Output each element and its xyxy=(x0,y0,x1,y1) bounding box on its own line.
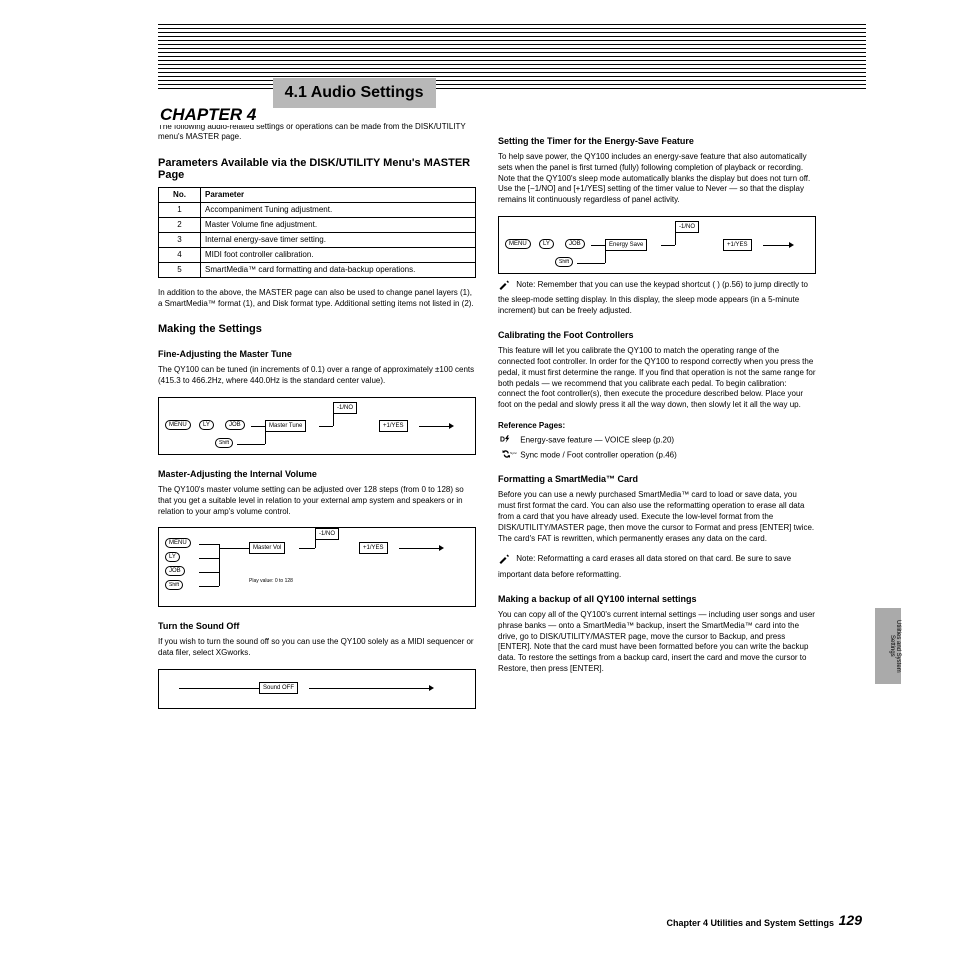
table-row: 3Internal energy-save timer setting. xyxy=(159,232,476,247)
table-row: 4MIDI foot controller calibration. xyxy=(159,247,476,262)
table-row: No.Parameter xyxy=(159,187,476,202)
pencil-icon xyxy=(498,554,510,569)
header-rule-lines xyxy=(158,24,866,90)
table-row: 1Accompaniment Tuning adjustment. xyxy=(159,202,476,217)
reference-text: Sync mode / Foot controller operation (p… xyxy=(520,451,677,460)
svg-text:Sync: Sync xyxy=(510,451,517,455)
note-block: Note: Reformatting a card erases all dat… xyxy=(498,554,816,580)
parameter-table: No.Parameter 1Accompaniment Tuning adjus… xyxy=(158,187,476,278)
pencil-icon xyxy=(498,280,510,295)
col-no: No. xyxy=(159,187,201,202)
side-tab: Utilities and System Settings xyxy=(875,608,901,684)
note-text: Note: Reformatting a card erases all dat… xyxy=(498,554,791,578)
paragraph: You can copy all of the QY100's current … xyxy=(498,610,816,675)
procedure-diagram-3: Sound OFF xyxy=(158,669,476,709)
subheading: Making the Settings xyxy=(158,323,476,335)
left-column: The following audio-related settings or … xyxy=(158,122,476,715)
two-column-layout: The following audio-related settings or … xyxy=(158,122,866,715)
subheading: Calibrating the Foot Controllers xyxy=(498,330,816,340)
subheading: Turn the Sound Off xyxy=(158,621,476,631)
subheading: Making a backup of all QY100 internal se… xyxy=(498,594,816,604)
procedure-diagram-r1: MENU LY JOB Energy Save -1/NO +1/YES Shi… xyxy=(498,216,816,274)
reference-item: Sync Sync mode / Foot controller operati… xyxy=(498,449,816,462)
paragraph: The QY100's master volume setting can be… xyxy=(158,485,476,517)
subheading: Setting the Timer for the Energy-Save Fe… xyxy=(498,136,816,146)
procedure-diagram-2: MENU LY JOB Shift Master Vol -1/NO +1/YE… xyxy=(158,527,476,607)
chapter-title: CHAPTER 4 xyxy=(152,105,264,125)
reference-text: Energy-save feature — VOICE sleep (p.20) xyxy=(520,436,674,445)
table-title: Parameters Available via the DISK/UTILIT… xyxy=(158,157,476,181)
col-param: Parameter xyxy=(201,187,476,202)
subheading: Master-Adjusting the Internal Volume xyxy=(158,469,476,479)
table-note: In addition to the above, the MASTER pag… xyxy=(158,288,476,310)
right-column: Setting the Timer for the Energy-Save Fe… xyxy=(498,122,816,715)
paragraph: This feature will let you calibrate the … xyxy=(498,346,816,411)
paragraph: To help save power, the QY100 includes a… xyxy=(498,152,816,206)
table-row: 2Master Volume fine adjustment. xyxy=(159,217,476,232)
footer-chapter: Chapter 4 Utilities and System Settings xyxy=(666,918,834,928)
sync-icon: Sync xyxy=(500,449,518,462)
subheading: Formatting a SmartMedia™ Card xyxy=(498,474,816,484)
table-row: 5SmartMedia™ card formatting and data-ba… xyxy=(159,262,476,277)
intro-paragraph: The following audio-related settings or … xyxy=(158,122,476,143)
note-text: Note: Remember that you can use the keyp… xyxy=(498,280,808,315)
section-heading: 4.1 Audio Settings xyxy=(273,78,436,108)
page-number: 129 xyxy=(839,912,862,928)
reference-heading: Reference Pages: xyxy=(498,421,816,430)
paragraph: Before you can use a newly purchased Sma… xyxy=(498,490,816,544)
subheading: Fine-Adjusting the Master Tune xyxy=(158,349,476,359)
procedure-diagram-1: MENU LY JOB Master Tune -1/NO +1/YES Shi… xyxy=(158,397,476,455)
reference-item: D Energy-save feature — VOICE sleep (p.2… xyxy=(498,434,816,447)
bolt-icon: D xyxy=(500,434,518,447)
paragraph: If you wish to turn the sound off so you… xyxy=(158,637,476,659)
note-block: Note: Remember that you can use the keyp… xyxy=(498,280,816,316)
svg-text:D: D xyxy=(500,436,505,443)
paragraph: The QY100 can be tuned (in increments of… xyxy=(158,365,476,387)
